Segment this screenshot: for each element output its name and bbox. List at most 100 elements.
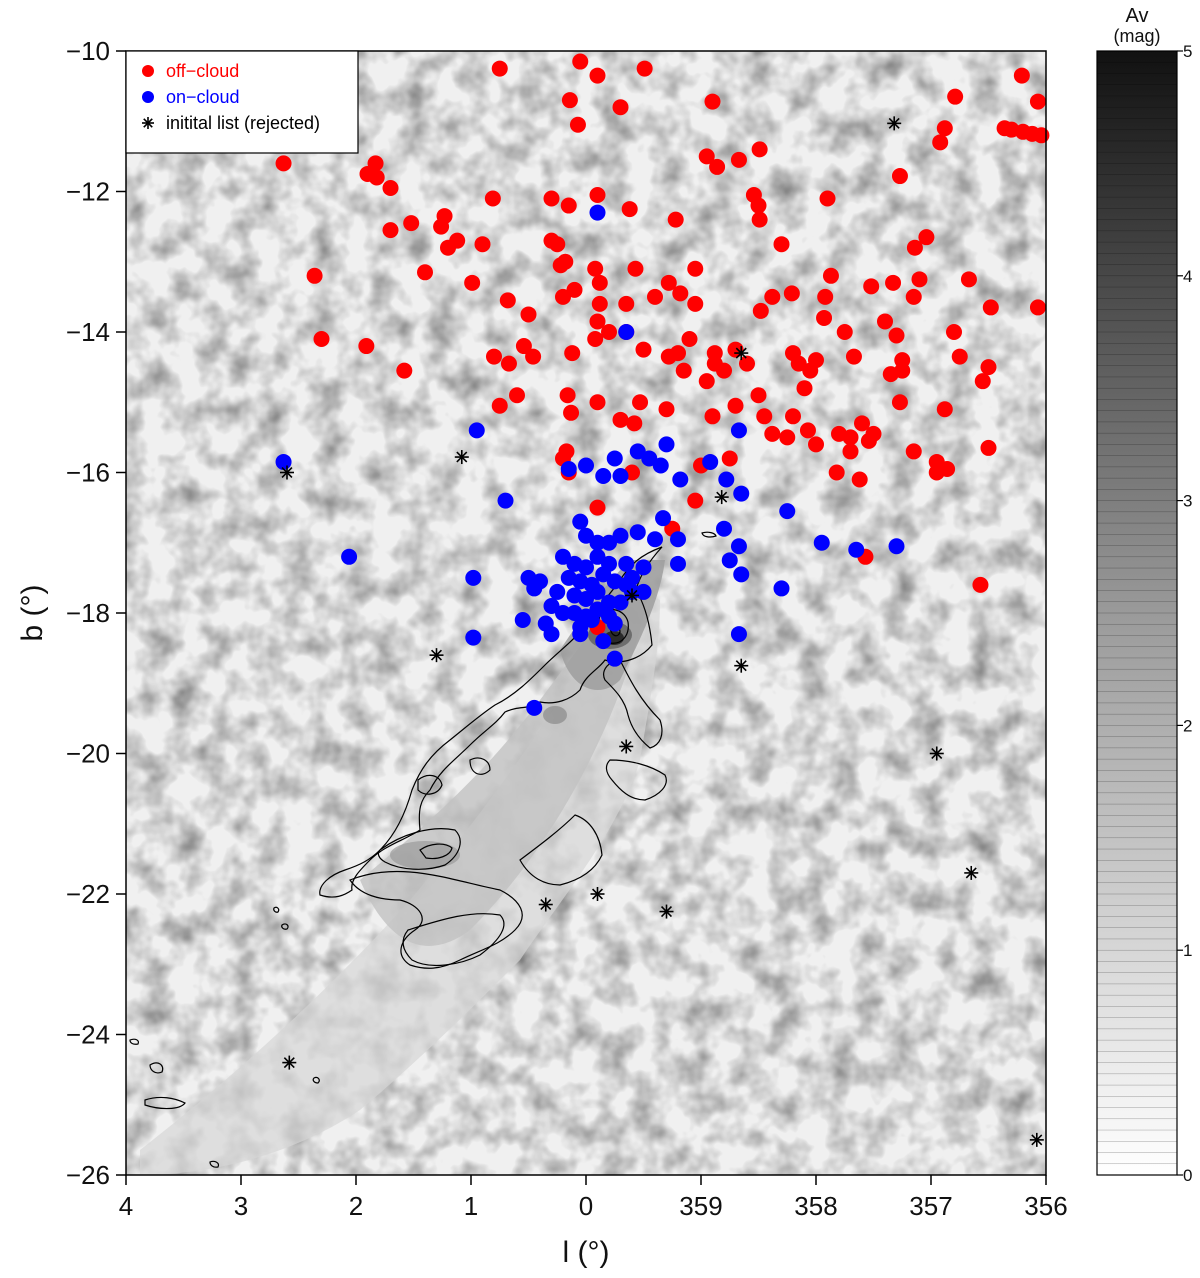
- colorbar-title: Av: [1126, 5, 1149, 27]
- off-cloud-point: [560, 197, 577, 214]
- off-cloud-point: [601, 324, 617, 340]
- on-cloud-point: [658, 436, 675, 453]
- off-cloud-point: [520, 306, 537, 323]
- on-cloud-point: [641, 450, 658, 467]
- off-cloud-point: [779, 429, 796, 446]
- y-tick-label: −22: [66, 879, 110, 909]
- on-cloud-point: [589, 204, 606, 221]
- rejected-point: [590, 887, 605, 901]
- off-cloud-point: [681, 331, 698, 348]
- on-cloud-point: [589, 548, 606, 565]
- off-cloud-point: [359, 165, 376, 182]
- on-cloud-point: [813, 534, 830, 551]
- legend-label: on−cloud: [166, 87, 240, 107]
- off-cloud-point: [785, 408, 801, 425]
- off-cloud-point: [822, 267, 839, 284]
- on-cloud-point: [341, 548, 358, 565]
- off-cloud-point: [557, 253, 574, 270]
- on-cloud-point: [848, 541, 865, 558]
- off-cloud-point: [358, 338, 375, 355]
- off-cloud-point: [730, 151, 747, 168]
- off-cloud-point: [982, 299, 999, 316]
- off-cloud-point: [589, 499, 606, 516]
- rejected-point: [714, 490, 729, 505]
- off-cloud-point: [721, 450, 738, 467]
- on-cloud-point: [595, 468, 612, 485]
- off-cloud-point: [947, 88, 964, 105]
- off-cloud-point: [750, 387, 767, 404]
- off-cloud-point: [980, 439, 997, 456]
- rejected-point: [734, 346, 749, 361]
- extinction-contours: [129, 531, 717, 1168]
- on-cloud-point: [465, 569, 482, 586]
- off-cloud-point: [660, 274, 677, 291]
- on-cloud-point: [578, 590, 594, 607]
- on-cloud-point: [520, 569, 537, 586]
- on-cloud-point: [635, 583, 652, 600]
- off-cloud-point: [817, 288, 834, 305]
- off-cloud-point: [706, 345, 723, 362]
- off-cloud-point: [667, 211, 684, 228]
- off-cloud-point: [486, 348, 502, 365]
- on-cloud-point: [595, 633, 612, 650]
- on-cloud-point: [595, 566, 612, 583]
- on-cloud-point: [647, 531, 663, 548]
- on-cloud-point: [624, 569, 640, 586]
- off-cloud-point: [417, 264, 433, 281]
- on-cloud-point: [514, 612, 531, 629]
- off-cloud-point: [972, 576, 989, 593]
- off-cloud-point: [751, 141, 768, 158]
- off-cloud-point: [549, 236, 566, 253]
- off-cloud-point: [891, 394, 908, 411]
- x-axis-title: l (°): [563, 1236, 610, 1269]
- on-cloud-point: [601, 594, 617, 611]
- off-cloud-point: [727, 397, 744, 414]
- off-cloud-point: [863, 278, 880, 295]
- off-cloud-point: [1029, 299, 1046, 316]
- on-cloud-point: [672, 471, 689, 488]
- off-cloud-point: [773, 236, 790, 253]
- off-cloud-point: [500, 355, 517, 372]
- off-cloud-point: [543, 190, 560, 207]
- off-cloud-point: [709, 158, 726, 175]
- on-cloud-point: [555, 548, 571, 565]
- on-cloud-point: [526, 699, 543, 716]
- y-axis: −10 −12 −14 −16 −18 −20 −22 −24 −26: [66, 36, 126, 1190]
- on-cloud-point: [721, 552, 738, 569]
- off-cloud-point: [559, 387, 576, 404]
- off-cloud-point: [484, 190, 501, 207]
- rejected-point: [887, 116, 902, 131]
- colorbar-tick-label: 1: [1183, 941, 1192, 960]
- on-cloud-point: [275, 453, 292, 470]
- x-tick-label: 356: [1024, 1191, 1067, 1221]
- on-cloud-point: [655, 510, 672, 527]
- off-cloud-point: [936, 120, 953, 137]
- off-cloud-point: [819, 190, 836, 207]
- on-cloud-point: [612, 527, 629, 544]
- y-axis-title: b (°): [16, 585, 49, 642]
- on-cloud-point: [497, 492, 514, 509]
- on-cloud-point: [730, 626, 747, 643]
- off-cloud-point: [687, 295, 704, 312]
- off-cloud-point: [572, 53, 589, 70]
- off-cloud-point: [698, 373, 715, 390]
- off-cloud-point: [632, 394, 649, 411]
- off-cloud-point: [515, 338, 532, 355]
- on-cloud-point: [606, 450, 623, 467]
- off-cloud-point: [464, 274, 481, 291]
- off-cloud-point: [946, 324, 962, 340]
- off-cloud-point: [589, 394, 606, 411]
- colorbar-frame: [1096, 50, 1178, 1176]
- off-cloud-point: [951, 348, 968, 365]
- off-cloud-point: [509, 387, 525, 404]
- off-cloud-point: [751, 211, 768, 228]
- on-cloud-point: [618, 555, 635, 572]
- off-cloud-point: [860, 432, 877, 449]
- y-tick-label: −10: [66, 36, 110, 66]
- off-cloud-point: [756, 408, 773, 425]
- on-cloud-point: [730, 538, 747, 555]
- off-cloud-point: [764, 425, 781, 442]
- colorbar-tick-label: 2: [1183, 716, 1192, 735]
- y-tick-label: −24: [66, 1020, 110, 1050]
